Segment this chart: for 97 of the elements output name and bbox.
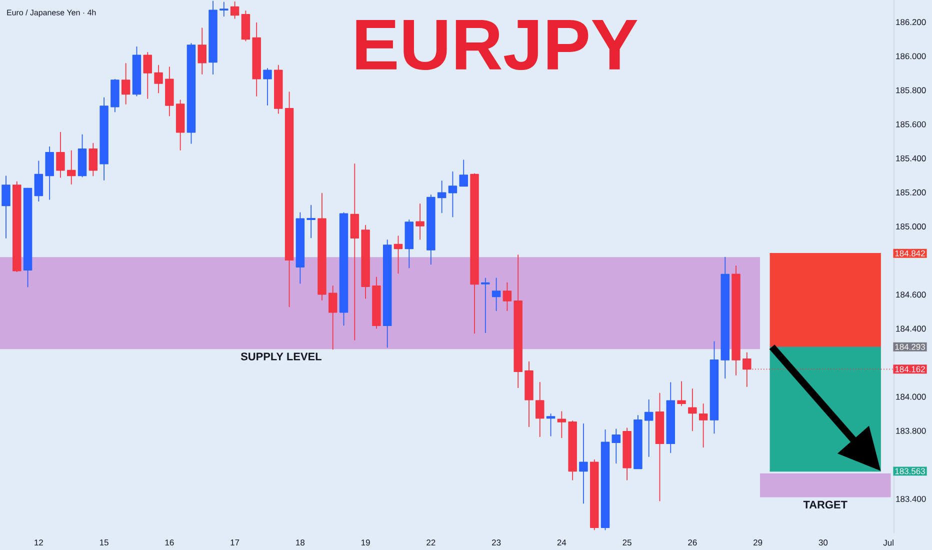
candlestick [23,188,32,288]
candlestick [459,160,468,187]
x-tick-label: 18 [296,540,305,546]
candlestick [220,2,228,17]
candlestick [339,212,348,326]
ref-line-label: 184.293 [895,344,925,350]
y-tick-label: 184.000 [896,394,926,400]
ref-line-label: 183.563 [895,468,925,474]
candlestick [720,256,730,379]
candlestick [590,459,599,530]
y-tick-label: 184.400 [896,326,926,332]
candlestick [492,278,501,312]
candlestick [306,204,316,238]
y-tick-label: 184.600 [896,292,926,298]
candlestick [382,239,392,348]
candlestick [198,28,206,75]
candlestick [241,10,250,42]
y-tick-label: 185.800 [896,87,926,94]
candlestick [481,278,490,334]
y-tick-label: 185.000 [896,223,926,230]
x-tick-label: 26 [688,540,697,546]
candlestick [361,224,370,299]
candlestick [56,132,65,178]
x-tick-label: 30 [818,540,828,546]
candlestick [416,204,424,240]
candlestick [252,22,261,96]
candlestick [78,134,87,178]
candlestick [230,1,240,19]
candlestick [698,403,708,448]
candlestick [732,266,740,376]
y-tick-label: 183.400 [896,496,926,502]
candlestick [121,63,130,104]
candlestick [263,68,272,106]
candlestick [66,150,76,185]
x-tick-label: 22 [426,540,436,546]
candlestick [110,78,120,112]
x-tick-label: 24 [557,540,566,546]
candlestick [318,192,326,300]
candlestick [536,382,544,438]
candlestick [328,285,338,350]
candlestick [557,411,566,438]
y-tick-label: 185.200 [896,189,926,196]
candlestick [524,361,534,428]
candlestick [208,0,218,75]
ref-line-label: 184.162 [895,366,925,372]
candlestick [568,420,577,480]
x-tick-label: 25 [622,540,632,546]
candlestick [437,180,446,214]
candlestick [710,341,719,434]
x-tick-label: 23 [492,540,501,546]
y-tick-label: 183.800 [896,428,926,434]
candlestick [165,66,174,116]
x-tick-label: Jul [883,540,894,546]
candlestick [612,428,621,464]
candlestick [688,388,697,432]
candlestick [644,399,654,457]
x-tick-label: 17 [230,540,240,546]
x-tick-label: 15 [100,540,108,546]
x-tick-label: 19 [361,540,370,546]
candlestick [514,254,522,388]
band-label: SUPPLY LEVEL [240,352,322,360]
x-tick-label: 16 [165,540,174,546]
chart-title: EURJPY [356,20,638,70]
candlestick [100,97,108,180]
candlestick [622,428,632,480]
y-tick-label: 185.400 [896,155,926,162]
candlestick [88,142,98,176]
candlestick [296,212,305,284]
candlestick [502,282,512,312]
candlestick [350,164,360,340]
candlestick [677,381,686,406]
candlestick [12,181,22,272]
candlestick [2,176,10,239]
candlestick [34,160,44,202]
candlestick [372,276,381,329]
candlestick [45,146,54,200]
x-tick-label: 12 [34,540,43,546]
candlestick [404,220,414,268]
band-label: TARGET [803,500,848,509]
candlestick [426,194,436,265]
candlestick [154,64,163,94]
candlestick [600,429,610,530]
candlestick [186,42,196,144]
candlestick [176,100,185,150]
candlestick [579,423,588,504]
candlestick [634,415,642,470]
candlestick [666,382,676,454]
candlestick [284,92,294,308]
candlestick [132,46,142,96]
y-tick-label: 186.000 [896,53,926,60]
x-tick-label: 29 [754,540,762,546]
candlestick [143,52,152,99]
y-tick-label: 185.600 [896,121,926,128]
ref-line-label: 184.842 [895,250,925,256]
y-tick-label: 186.200 [896,19,926,26]
candlestick [274,64,283,114]
candlestick [470,173,479,334]
